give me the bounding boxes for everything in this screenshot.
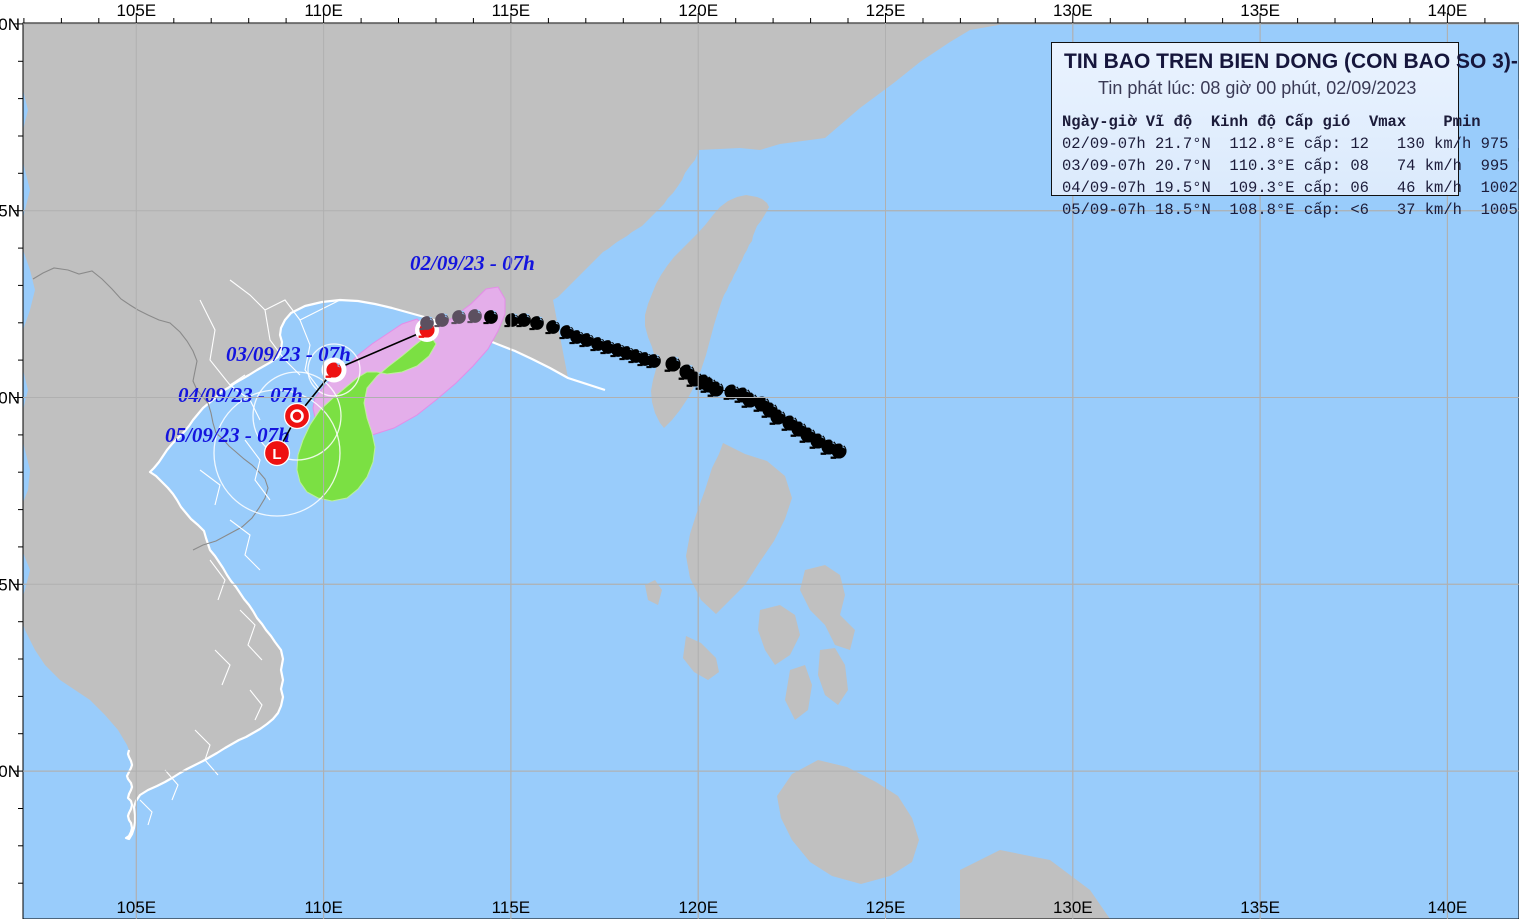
svg-text:25N: 25N [0, 202, 20, 221]
svg-text:110E: 110E [304, 898, 342, 917]
svg-text:125E: 125E [866, 1, 906, 20]
svg-text:140E: 140E [1428, 898, 1468, 917]
svg-text:15N: 15N [0, 575, 20, 594]
svg-text:10N: 10N [0, 762, 20, 781]
svg-text:110E: 110E [304, 1, 342, 20]
svg-text:130E: 130E [1053, 1, 1093, 20]
svg-text:30N: 30N [0, 15, 20, 34]
svg-text:115E: 115E [492, 898, 530, 917]
svg-text:125E: 125E [866, 898, 906, 917]
svg-text:130E: 130E [1053, 898, 1093, 917]
svg-text:20N: 20N [0, 389, 20, 408]
svg-text:115E: 115E [492, 1, 530, 20]
svg-text:L: L [272, 446, 281, 463]
svg-text:105E: 105E [116, 1, 156, 20]
svg-text:120E: 120E [678, 1, 718, 20]
svg-text:140E: 140E [1428, 1, 1468, 20]
svg-text:135E: 135E [1240, 898, 1280, 917]
svg-text:02/09/23 - 07h: 02/09/23 - 07h [410, 251, 535, 275]
svg-text:04/09/23 - 07h: 04/09/23 - 07h [178, 383, 303, 407]
svg-text:105E: 105E [116, 898, 156, 917]
svg-text:120E: 120E [678, 898, 718, 917]
svg-text:135E: 135E [1240, 1, 1280, 20]
